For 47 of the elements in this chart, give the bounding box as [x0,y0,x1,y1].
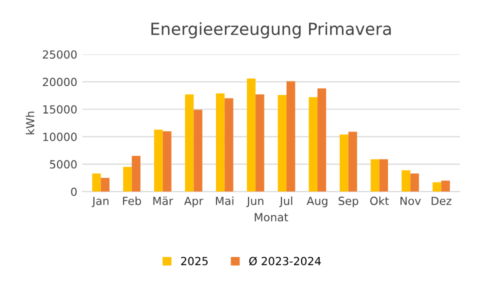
bar [100,178,110,192]
bar [256,94,264,192]
legend-label: 2025 [181,256,208,266]
bar [410,174,419,192]
x-tick-label: Feb [123,196,142,206]
legend-label: Ø 2023-2024 [249,256,321,266]
bar [216,93,225,192]
x-tick-label: Mai [216,196,234,206]
y-tick-label: 0 [71,188,77,196]
bar [154,130,163,192]
bar [370,159,380,192]
bar [132,156,140,192]
x-tick-label: Jan [92,196,108,208]
bar [317,88,326,192]
bar [278,94,287,192]
y-tick-label: 5000 [50,160,77,169]
bar [432,182,442,192]
bar [246,78,256,192]
x-axis-title: Monat [254,213,288,222]
x-tick-label: Sep [338,196,358,208]
y-axis-title: kWh [26,112,34,134]
chart-title: Energieerzeugung Primavera [151,22,391,38]
y-tick-label: 15000 [43,105,77,114]
bar [340,134,348,192]
x-tick-label: Apr [184,196,204,208]
x-tick-label: Jul [279,196,292,208]
bar [194,110,202,192]
y-tick-label: 20000 [42,78,77,86]
bar [224,98,234,192]
bar [92,174,101,192]
x-tick-label: Aug [306,196,328,208]
bar [162,131,172,192]
bar [286,81,296,192]
y-tick-label: 10000 [43,132,77,142]
y-tick-label: 25000 [42,50,77,59]
x-tick-label: Jun [246,196,264,208]
bar [123,166,132,192]
x-tick-label: Dez [432,196,452,206]
x-tick-label: Okt [370,196,389,206]
bar [379,159,388,192]
bar [441,180,450,192]
bar [308,97,318,192]
x-tick-label: Nov [400,196,421,206]
bar [402,170,410,192]
x-tick-label: Mär [153,196,174,206]
bar [185,94,194,192]
bar [348,132,358,192]
